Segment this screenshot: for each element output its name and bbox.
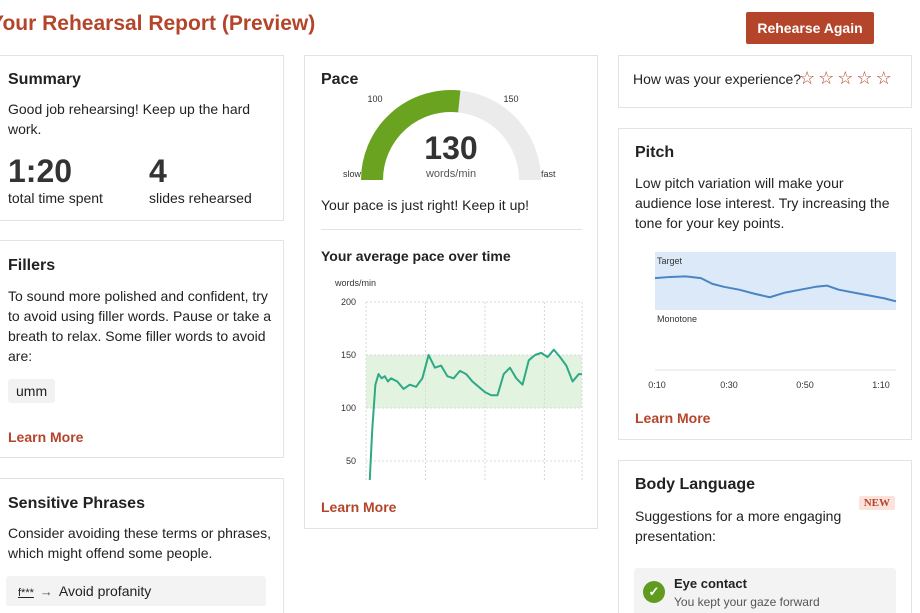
pace-learn-more-link[interactable]: Learn More: [321, 499, 397, 515]
fillers-message: To sound more polished and confident, tr…: [8, 288, 272, 364]
pitch-x-tick: 0:10: [648, 380, 666, 390]
target-pace-band: [366, 355, 582, 408]
gauge-fill: [361, 90, 461, 181]
sensitive-suggestion: Avoid profanity: [58, 583, 152, 599]
fillers-learn-more-link[interactable]: Learn More: [8, 429, 84, 445]
gauge-unit: words/min: [425, 168, 476, 180]
slides-rehearsed-label: slides rehearsed: [149, 190, 252, 206]
time-spent-value: 1:20: [8, 153, 73, 189]
pitch-target-band: [655, 252, 896, 310]
pace-heading: Pace: [321, 71, 359, 88]
summary-message: Good job rehearsing! Keep up the hard wo…: [8, 101, 251, 137]
sensitive-phrase-row: f*** → Avoid profanity: [6, 576, 266, 606]
body-language-heading: Body Language: [635, 476, 756, 493]
star-icon-4[interactable]: ☆: [856, 68, 873, 88]
sensitive-term: f***: [18, 587, 34, 599]
pitch-card: Pitch Low pitch variation will make your…: [618, 128, 912, 440]
sensitive-heading: Sensitive Phrases: [8, 495, 145, 512]
time-spent-label: total time spent: [8, 190, 103, 206]
summary-card: Summary Good job rehearsing! Keep up the…: [0, 55, 284, 221]
star-icon-5[interactable]: ☆: [875, 68, 892, 88]
gauge-tick-low: 100: [367, 94, 382, 104]
star-rating[interactable]: ☆ ☆ ☆ ☆ ☆: [799, 68, 892, 88]
fillers-card: Fillers To sound more polished and confi…: [0, 240, 284, 458]
pitch-chart: Target Monotone 0:10 0:30 0:50 1:10: [648, 252, 897, 390]
pitch-message: Low pitch variation will make your audie…: [635, 175, 890, 231]
pace-card: Pace 100 150 slow fast 130 words/min You…: [304, 55, 598, 529]
gauge-tick-high: 150: [503, 94, 518, 104]
pace-chart-ylabel: words/min: [334, 278, 376, 288]
pace-y-tick: 100: [341, 403, 356, 413]
eye-contact-subtitle: You kept your gaze forward: [674, 595, 820, 609]
pace-y-tick: 50: [346, 456, 356, 466]
eye-contact-title: Eye contact: [674, 576, 747, 591]
pitch-x-tick: 1:10: [872, 380, 890, 390]
pitch-band-label-monotone: Monotone: [657, 314, 697, 324]
gauge-slow-label: slow: [343, 169, 362, 179]
pace-chart-heading: Your average pace over time: [321, 248, 511, 264]
star-icon-3[interactable]: ☆: [837, 68, 854, 88]
sensitive-phrases-card: Sensitive Phrases Consider avoiding thes…: [0, 478, 284, 613]
check-icon: ✓: [643, 581, 665, 603]
pitch-heading: Pitch: [635, 144, 675, 161]
rehearse-again-button[interactable]: Rehearse Again: [746, 12, 874, 44]
fillers-heading: Fillers: [8, 257, 56, 274]
pace-divider: [321, 229, 582, 230]
rating-question: How was your experience?: [633, 71, 802, 87]
arrow-right-icon: →: [39, 584, 53, 599]
rating-card: How was your experience? ☆ ☆ ☆ ☆ ☆: [618, 55, 912, 108]
sensitive-message: Consider avoiding these terms or phrases…: [8, 525, 272, 561]
pitch-learn-more-link[interactable]: Learn More: [635, 410, 711, 426]
pace-gauge: 100 150 slow fast 130 words/min: [343, 90, 556, 181]
gauge-value: 130: [424, 130, 477, 166]
eye-contact-item: ✓ Eye contact You kept your gaze forward: [634, 568, 896, 613]
star-icon-1[interactable]: ☆: [799, 68, 816, 88]
pitch-series-line: [654, 275, 897, 303]
pitch-band-label-target: Target: [657, 256, 683, 266]
pace-y-tick: 150: [341, 350, 356, 360]
pitch-x-tick: 0:30: [720, 380, 738, 390]
summary-heading: Summary: [8, 71, 81, 88]
body-language-card: Body Language NEW Suggestions for a more…: [618, 460, 912, 613]
new-badge: NEW: [858, 496, 895, 510]
gauge-fast-label: fast: [541, 169, 556, 179]
filler-word-chip: umm: [8, 379, 56, 403]
page-title: Your Rehearsal Report (Preview): [0, 12, 316, 35]
pace-over-time-chart: words/min2001501005000:190:380:57: [334, 278, 583, 480]
pace-y-tick: 200: [341, 297, 356, 307]
pace-message: Your pace is just right! Keep it up!: [321, 197, 530, 213]
slides-rehearsed-value: 4: [149, 153, 167, 189]
star-icon-2[interactable]: ☆: [818, 68, 835, 88]
pace-series-line: [368, 348, 582, 480]
body-language-message: Suggestions for a more engaging presenta…: [635, 508, 842, 544]
pitch-x-tick: 0:50: [796, 380, 814, 390]
